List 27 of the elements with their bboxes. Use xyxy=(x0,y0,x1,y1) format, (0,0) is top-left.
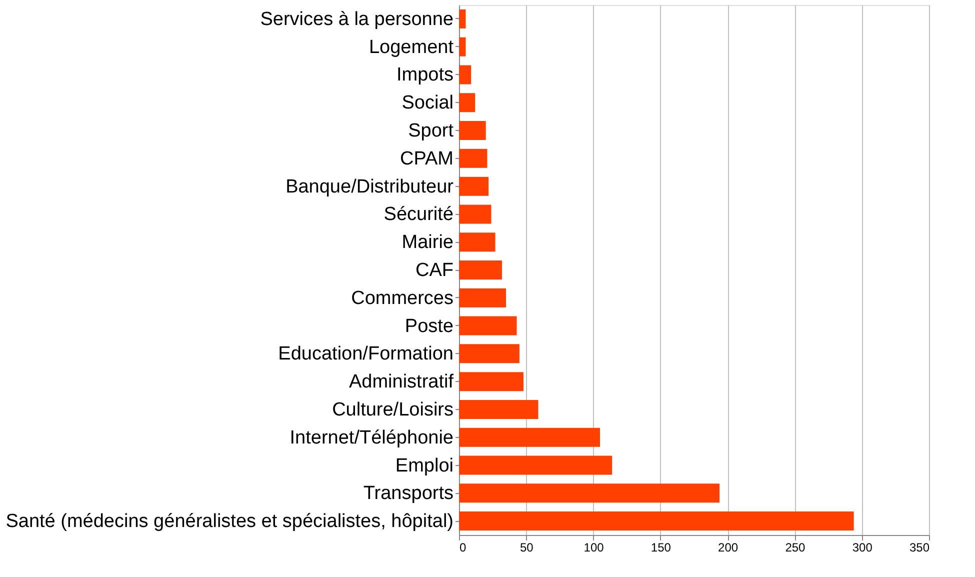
y-tick-label: Transports xyxy=(363,483,454,504)
y-tick-label: CAF xyxy=(416,260,454,281)
y-tick-label: Services à la personne xyxy=(260,8,454,30)
y-tick-label: Administratif xyxy=(348,372,454,393)
y-tick-label: Santé (médecins généralistes et spécialistes, hôpital) xyxy=(6,511,454,532)
x-tick-label: 300 xyxy=(852,540,873,554)
y-tick-label: Commerces xyxy=(351,288,454,309)
y-tick-label: Banque/Distributeur xyxy=(286,176,454,198)
y-tick-label: Internet/Téléphonie xyxy=(290,427,454,448)
x-tick-label: 200 xyxy=(718,540,738,554)
y-tick-label: Sport xyxy=(408,120,454,142)
x-tick-label: 0 xyxy=(460,540,466,554)
y-tick-label: Sécurité xyxy=(384,204,454,226)
x-tick-label: 350 xyxy=(909,540,930,554)
y-tick-label: Mairie xyxy=(402,232,454,254)
y-tick-label: Social xyxy=(402,92,454,114)
y-tick-label: Culture/Loisirs xyxy=(332,399,454,420)
y-tick-label: Emploi xyxy=(395,455,454,476)
y-tick-label: Logement xyxy=(368,36,454,58)
y-tick-label: Education/Formation xyxy=(278,344,454,365)
x-tick-label: 250 xyxy=(785,540,806,554)
x-tick-label: 100 xyxy=(584,540,604,554)
y-tick-label: Poste xyxy=(404,316,454,337)
x-tick-label: 150 xyxy=(650,540,672,554)
y-tick-label: Impots xyxy=(396,64,454,86)
x-tick-label: 50 xyxy=(520,540,534,554)
y-tick-label: CPAM xyxy=(400,148,454,170)
